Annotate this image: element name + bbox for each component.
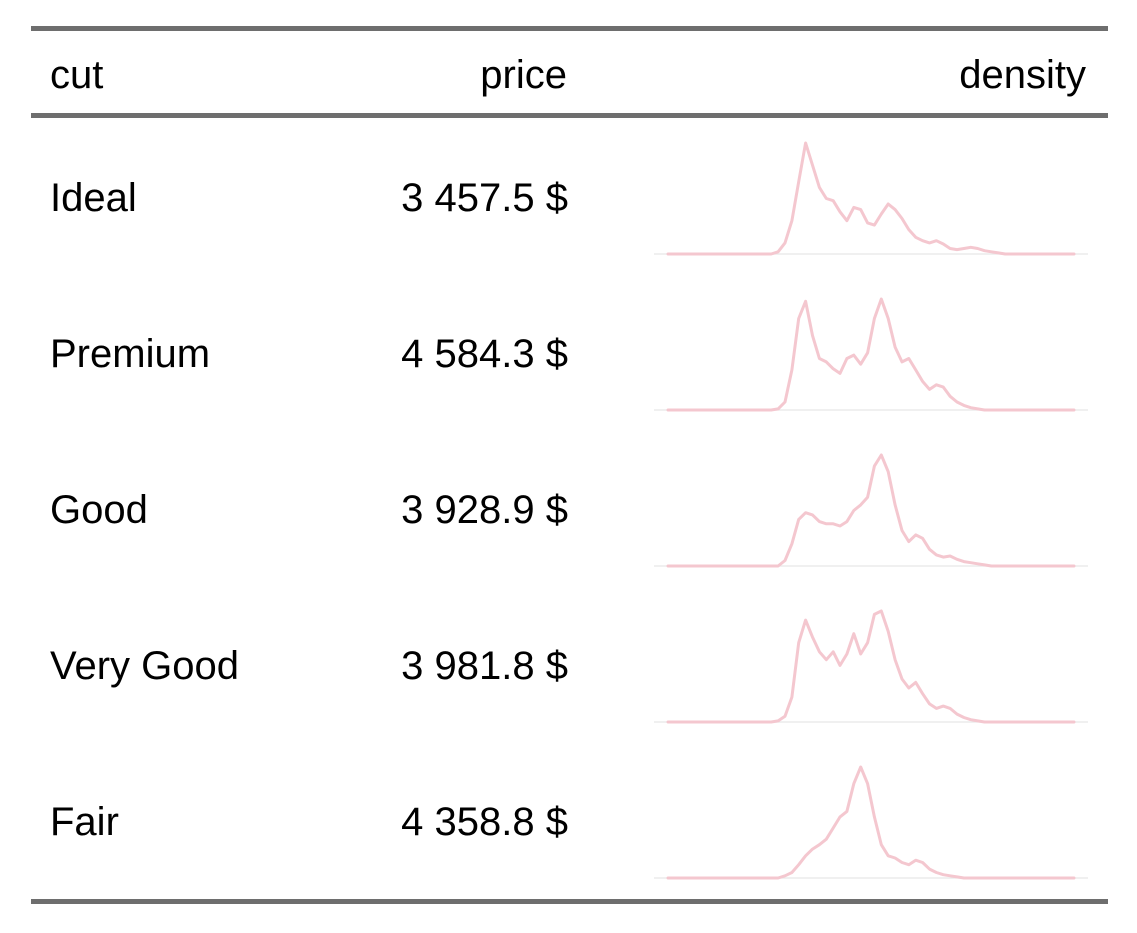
table-row: Fair 4 358.8 $: [31, 743, 1108, 899]
table-bottom-rule: [31, 899, 1108, 904]
density-curve: [666, 609, 1076, 724]
column-header-density: density: [959, 53, 1086, 97]
cut-cell: Ideal: [50, 176, 137, 220]
density-sparkline: [654, 453, 1088, 568]
table-row: Good 3 928.9 $: [31, 431, 1108, 587]
price-cell: 3 928.9 $: [401, 488, 568, 532]
density-curve: [666, 141, 1076, 256]
table-top-rule: [31, 26, 1108, 31]
cut-cell: Very Good: [50, 644, 240, 688]
cut-cell: Premium: [50, 332, 211, 376]
density-sparkline: [654, 141, 1088, 256]
price-cell: 4 584.3 $: [401, 332, 568, 376]
price-cell: 4 358.8 $: [401, 800, 568, 844]
density-sparkline: [654, 297, 1088, 412]
density-curve: [666, 297, 1076, 412]
table-row: Premium 4 584.3 $: [31, 275, 1108, 431]
density-sparkline: [654, 765, 1088, 880]
density-curve: [666, 453, 1076, 568]
column-header-cut: cut: [50, 53, 104, 97]
header-bottom-rule: [31, 113, 1108, 118]
cut-cell: Fair: [50, 800, 119, 844]
table-row: Ideal 3 457.5 $: [31, 119, 1108, 275]
cut-cell: Good: [50, 488, 148, 532]
column-header-price: price: [480, 53, 567, 97]
density-curve: [666, 765, 1076, 880]
density-sparkline: [654, 609, 1088, 724]
price-cell: 3 457.5 $: [401, 176, 568, 220]
price-cell: 3 981.8 $: [401, 644, 568, 688]
table-row: Very Good 3 981.8 $: [31, 587, 1108, 743]
